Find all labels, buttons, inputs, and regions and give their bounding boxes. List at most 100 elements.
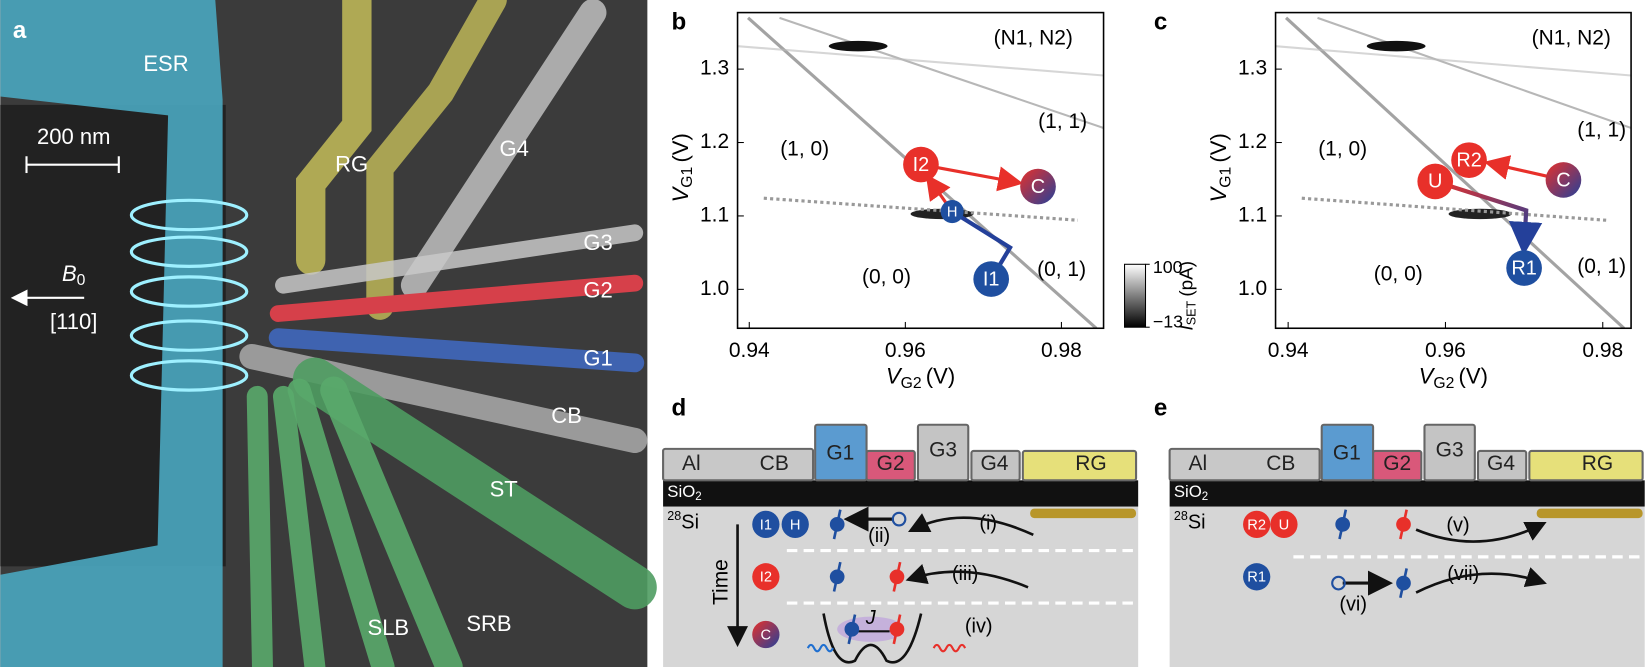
axis-subscript: G1 — [1217, 167, 1234, 188]
ylabel-axis-label: VG1 (V) — [668, 133, 697, 202]
y-tick-label: 1.2 — [1238, 130, 1267, 153]
axis-symbol: V — [886, 363, 903, 388]
device-schematic: Al CB G1 G2 G3 G4 RG SiO2 28Si I1 H I2 C Time (i) (ii) (… — [662, 423, 1139, 667]
panel-label: d — [671, 394, 686, 421]
transfer-arrow — [908, 513, 1034, 537]
gate-label: G1 — [1333, 442, 1361, 465]
gate-label: G4 — [1487, 452, 1515, 475]
device-schematic: Al CB G1 G2 G3 G4 RG SiO2 28Si R2 U R1 (v) (vi) (vii) — [1168, 423, 1645, 667]
gate — [1372, 449, 1423, 482]
colorbar-symbol: I — [1175, 325, 1196, 331]
gate-label: G2 — [1383, 452, 1411, 475]
state-marker — [752, 510, 780, 539]
microwave — [932, 643, 967, 653]
electron — [1396, 575, 1411, 591]
region-label: (0, 0) — [1374, 262, 1423, 285]
oxide-label: SiO2 — [667, 482, 701, 503]
state-point — [973, 261, 1010, 297]
electron — [889, 569, 905, 585]
gate-label: ST — [490, 477, 518, 502]
x-tick-label: 0.94 — [729, 339, 770, 362]
field-subscript: 0 — [77, 272, 86, 289]
esr-label: ESR — [143, 51, 188, 76]
state-label: U — [1428, 171, 1442, 193]
colorbar-tick-label: 100 — [1153, 257, 1183, 277]
state-label: I2 — [760, 570, 772, 586]
axis-unit: (V) — [1206, 133, 1231, 162]
state-marker — [1243, 510, 1271, 539]
gate-label: G1 — [583, 346, 612, 371]
substrate-label: 28Si — [667, 509, 699, 533]
gate-label: RG — [335, 152, 368, 177]
state-label: R1 — [1247, 570, 1266, 586]
gate — [865, 449, 916, 482]
oxide-base: SiO — [667, 482, 695, 501]
gate — [1528, 449, 1644, 482]
gate-label: G2 — [877, 452, 905, 475]
dotted-line — [763, 196, 1079, 222]
state-point — [1545, 162, 1582, 198]
empty-site — [891, 511, 907, 527]
axis-subscript: G2 — [1433, 375, 1454, 392]
state-point — [1020, 168, 1056, 205]
region-label: (0, 1) — [1037, 258, 1086, 281]
region-label: (1, 0) — [780, 138, 829, 161]
axis-unit: (V) — [926, 363, 955, 388]
electron — [844, 621, 860, 637]
colorbar-unit: (pA) — [1175, 261, 1196, 297]
state-point — [1451, 142, 1487, 178]
gate-label: RG — [1075, 452, 1106, 475]
xlabel-axis-label: VG2 (V) — [1419, 363, 1488, 392]
substrate — [663, 506, 1139, 667]
gate-label: G1 — [826, 442, 854, 465]
gate-label: G4 — [499, 136, 528, 161]
axis-symbol: V — [1206, 185, 1231, 202]
step-label: (iii) — [952, 563, 979, 585]
y-tick-label: 1.0 — [700, 277, 729, 300]
field-label: B0 — [62, 261, 86, 290]
state-label: C — [761, 627, 772, 643]
colorbar-tick-label: −13 — [1153, 312, 1183, 332]
double-well — [822, 613, 923, 664]
state-label: C — [1556, 169, 1570, 191]
gate-label: RG — [1582, 452, 1613, 475]
gate-label: G3 — [929, 439, 957, 462]
gate-label: G3 — [1436, 439, 1464, 462]
x-tick-label: 0.96 — [885, 339, 926, 362]
transition-line — [779, 16, 1104, 129]
y-tick-label: 1.2 — [700, 130, 729, 153]
gate-label: G2 — [583, 277, 612, 302]
oxide-subscript: 2 — [1202, 491, 1208, 503]
oxide-label: SiO2 — [1174, 482, 1208, 503]
electron — [889, 621, 905, 637]
transition-line — [1284, 16, 1626, 329]
axis-subscript: G1 — [679, 167, 696, 188]
region-label: (N1, N2) — [1532, 26, 1611, 49]
axis-unit: (V) — [668, 133, 693, 162]
x-tick-label: 0.96 — [1425, 339, 1466, 362]
plot-frame — [1274, 11, 1632, 330]
sem-image — [0, 0, 657, 667]
oxide-subscript: 2 — [695, 491, 701, 503]
state-label: U — [1279, 517, 1290, 533]
region-label: (N1, N2) — [994, 26, 1073, 49]
state-point — [1506, 250, 1542, 286]
state-marker — [1270, 510, 1298, 539]
map-features — [1275, 16, 1632, 329]
electron — [1335, 517, 1351, 532]
region-label: (1, 0) — [1318, 138, 1367, 161]
state-point — [903, 146, 939, 183]
step-label: (iv) — [965, 615, 993, 637]
state-marker — [752, 563, 780, 591]
step-label: (i) — [979, 513, 997, 535]
reservoir — [1536, 508, 1643, 519]
gate — [1423, 423, 1476, 482]
state-label: R2 — [1456, 149, 1481, 171]
state-label: R1 — [1511, 257, 1536, 279]
axis-symbol: V — [668, 185, 693, 202]
gate — [1168, 447, 1321, 482]
gate — [970, 449, 1021, 482]
state-marker — [1243, 563, 1271, 591]
